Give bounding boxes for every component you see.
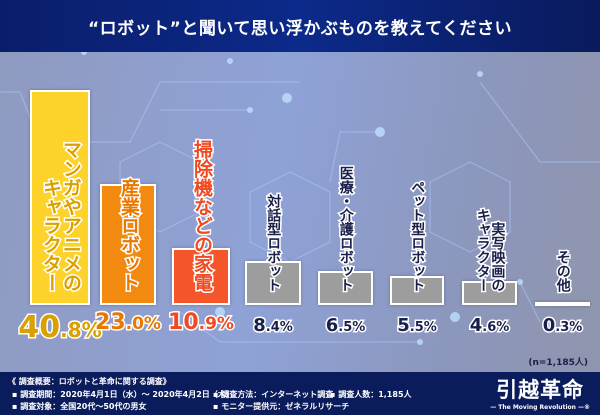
value-decimal: .5% <box>408 319 438 337</box>
value-label-8: 0.3% <box>541 314 584 338</box>
bar-5 <box>318 270 373 305</box>
bar-label-2: 産業ロボット <box>116 177 141 294</box>
value-label-3: 10.9% <box>167 309 236 337</box>
value-integer: 0 <box>541 314 556 338</box>
value-integer: 5 <box>396 314 411 338</box>
survey-target: ▪ 調査対象：全国20代～50代の男女 <box>12 402 147 411</box>
logo-text: 引越革命 <box>496 378 585 402</box>
bar-2 <box>100 183 156 305</box>
bar-label-6: ペット型ロボット <box>408 179 427 294</box>
bar-4 <box>245 260 301 305</box>
value-decimal: .8% <box>59 317 104 344</box>
survey-heading: 《 調査概要：ロボットと革命に関する調査》 <box>8 377 171 386</box>
value-integer: 10 <box>167 309 201 337</box>
value-decimal: .5% <box>337 319 367 337</box>
value-decimal: .3% <box>554 319 584 337</box>
value-label-2: 23.0% <box>94 309 163 337</box>
company-logo: 引越革命 — The Moving Revolution —® <box>490 374 590 411</box>
value-decimal: .0% <box>124 313 162 336</box>
logo-tagline: — The Moving Revolution —® <box>490 404 590 411</box>
value-integer: 6 <box>324 314 339 338</box>
footer: 《 調査概要：ロボットと革命に関する調査》 ▪ 調査期間：2020年4月1日（水… <box>0 372 600 415</box>
title-band: “ロボット”と聞いて思い浮かぶものを教えてください <box>0 0 600 52</box>
survey-count: ▪ 調査人数：1,185人 <box>330 390 412 399</box>
bar-6 <box>390 276 444 305</box>
survey-method: ▪ 調査方法：インターネット調査 <box>213 390 334 399</box>
value-label-4: 8.4% <box>252 314 294 338</box>
value-label-1: 40.8% <box>17 309 104 347</box>
value-integer: 40 <box>17 309 62 347</box>
bar-3 <box>172 247 230 305</box>
bar-label-4: 対話型ロボット <box>264 193 283 294</box>
value-integer: 8 <box>252 314 267 338</box>
monitor-provider: ▪ モニター提供元：ゼネラルリサーチ <box>213 402 350 411</box>
value-label-6: 5.5% <box>396 314 438 338</box>
bar-8 <box>535 302 590 306</box>
survey-period: ▪ 調査期間：2020年4月1日（水）～ 2020年4月2日（木） <box>12 390 234 399</box>
chart-title: “ロボット”と聞いて思い浮かぶものを教えてください <box>88 18 512 39</box>
bar-7 <box>462 280 517 305</box>
bar-label-7: 実写映画の キャラクター <box>473 207 507 294</box>
bar-label-8: その他 <box>553 249 572 294</box>
value-decimal: .4% <box>264 319 294 337</box>
value-label-7: 4.6% <box>468 314 511 338</box>
value-integer: 4 <box>468 314 483 338</box>
sample-size-note: (n=1,185人) <box>528 358 588 368</box>
bar-label-1: マンガやアニメの キャラクター <box>38 139 83 294</box>
bar-1 <box>30 90 90 305</box>
bar-label-3: 掃除機などの家電 <box>189 139 214 294</box>
value-decimal: .6% <box>481 319 511 337</box>
value-integer: 23 <box>94 309 128 337</box>
value-label-5: 6.5% <box>324 314 367 338</box>
value-decimal: .9% <box>197 313 235 336</box>
bar-label-5: 医療・介護ロボット <box>336 165 355 294</box>
